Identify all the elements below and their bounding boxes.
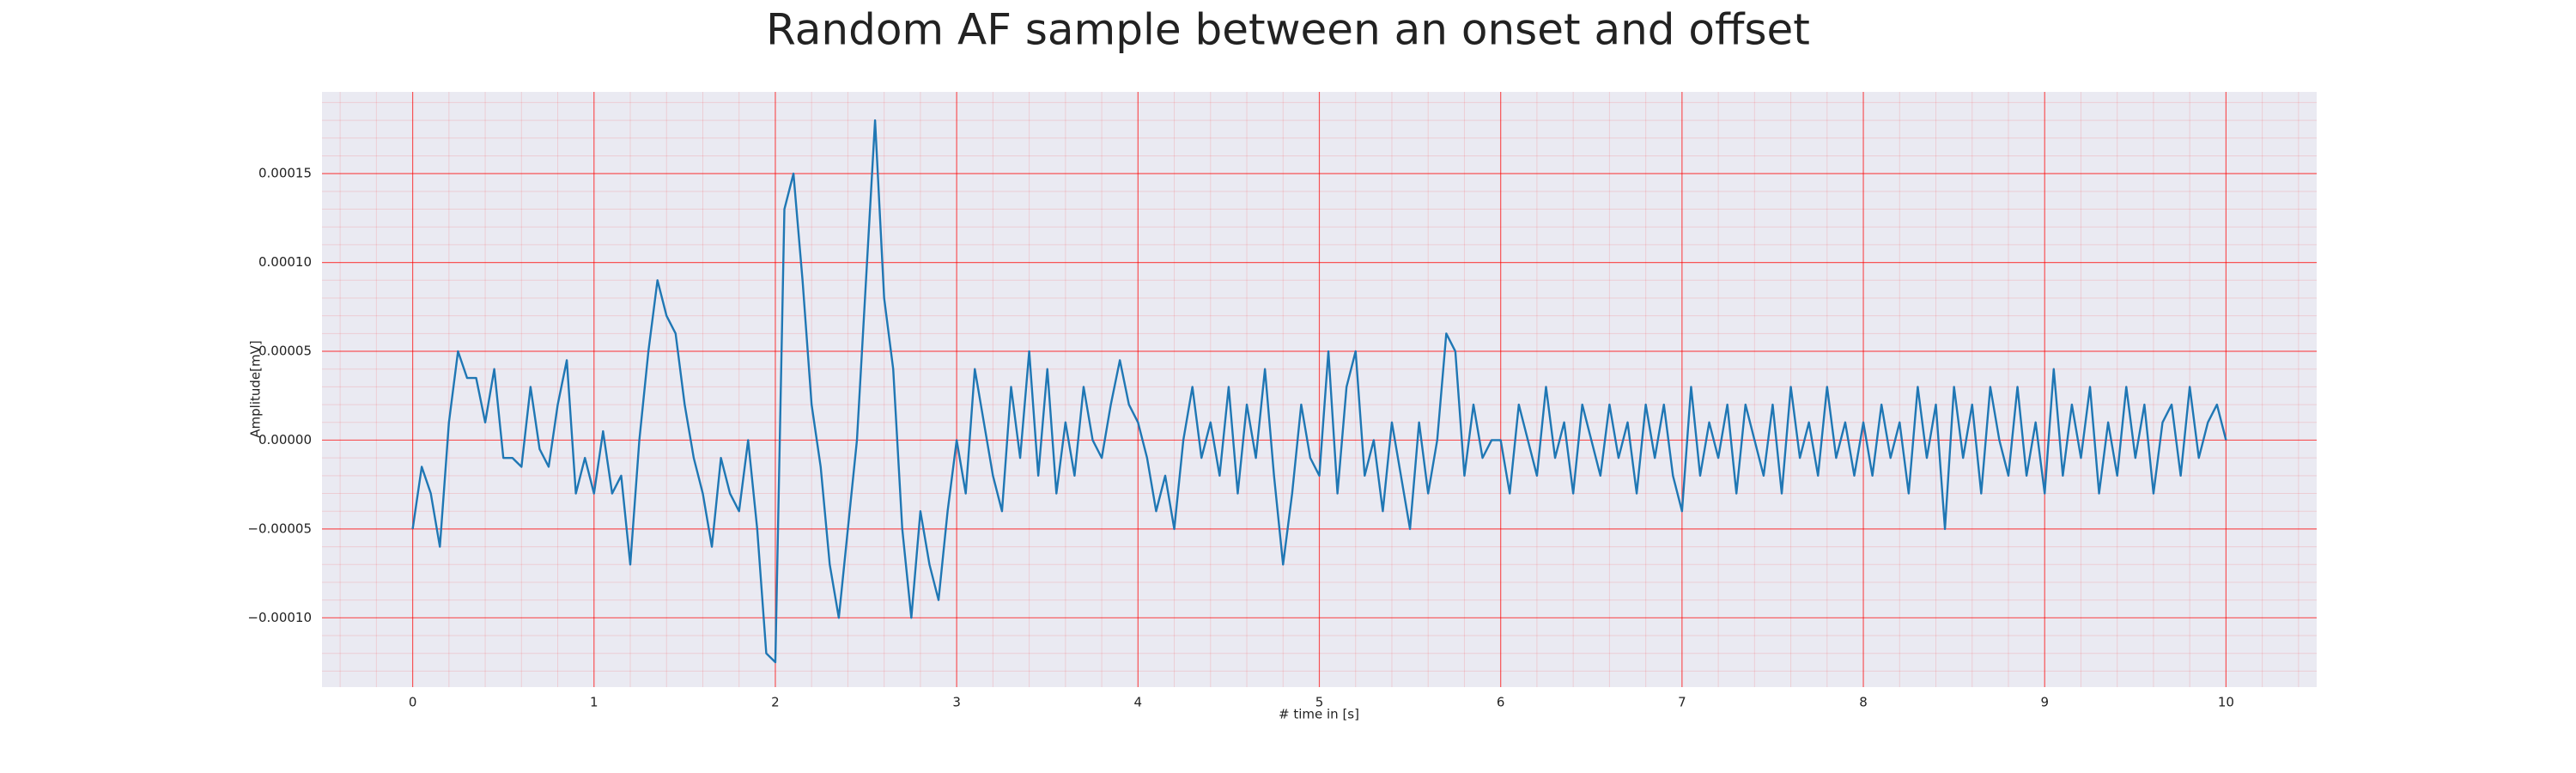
y-tick-label: −0.00010 (247, 610, 312, 625)
x-tick-label: 7 (1678, 695, 1686, 710)
y-tick-label: 0.00015 (258, 166, 312, 181)
x-tick-label: 9 (2040, 695, 2049, 710)
x-tick-label: 3 (952, 695, 961, 710)
y-tick-label: 0.00010 (258, 254, 312, 270)
x-tick-label: 1 (590, 695, 598, 710)
x-tick-label: 0 (409, 695, 417, 710)
x-tick-label: 6 (1497, 695, 1505, 710)
y-tick-label: −0.00005 (247, 520, 312, 536)
x-tick-label: 10 (2218, 695, 2234, 710)
y-tick-label: 0.00000 (258, 432, 312, 447)
y-axis-label: Amplitude[mV] (248, 340, 264, 437)
x-axis-label: # time in [s] (1279, 707, 1359, 722)
chart-title: Random AF sample between an onset and of… (766, 5, 1810, 55)
y-tick-label: 0.00005 (258, 344, 312, 359)
x-tick-label: 2 (771, 695, 780, 710)
x-tick-label: 8 (1859, 695, 1868, 710)
x-tick-label: 4 (1134, 695, 1143, 710)
data-line (411, 119, 2227, 664)
x-tick-label: 5 (1315, 695, 1324, 710)
